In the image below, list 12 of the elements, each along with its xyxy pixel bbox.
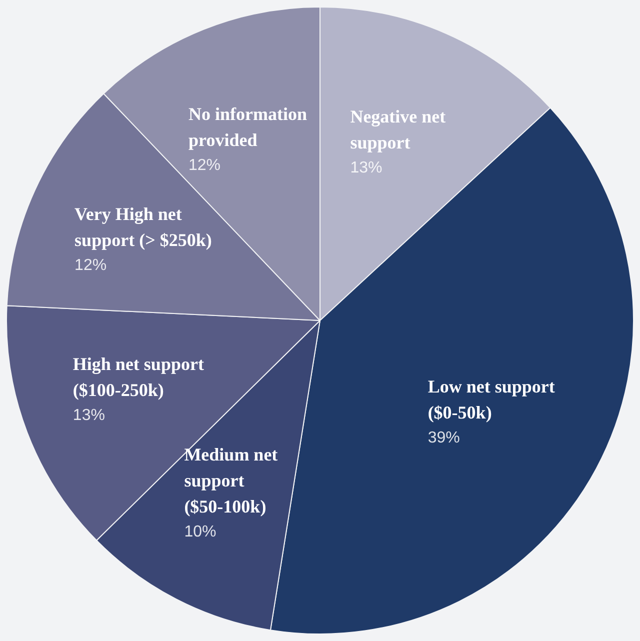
slice-label: Very High net support (> $250k) bbox=[74, 204, 212, 250]
data-label: 12% bbox=[74, 256, 107, 274]
slice-label: Negative net support bbox=[350, 106, 446, 152]
data-label: 12% bbox=[188, 157, 221, 174]
slice-label: Low net support ($0-50k) bbox=[428, 376, 555, 422]
slice-label: Medium net support ($50-100k) bbox=[184, 444, 278, 516]
data-label: 10% bbox=[184, 523, 216, 540]
slice-label: No information provided bbox=[188, 104, 308, 150]
slice-label: High net support ($100-250k) bbox=[72, 354, 204, 400]
data-label: 13% bbox=[72, 406, 105, 424]
data-label: 39% bbox=[428, 429, 460, 446]
data-label: 13% bbox=[350, 159, 382, 176]
